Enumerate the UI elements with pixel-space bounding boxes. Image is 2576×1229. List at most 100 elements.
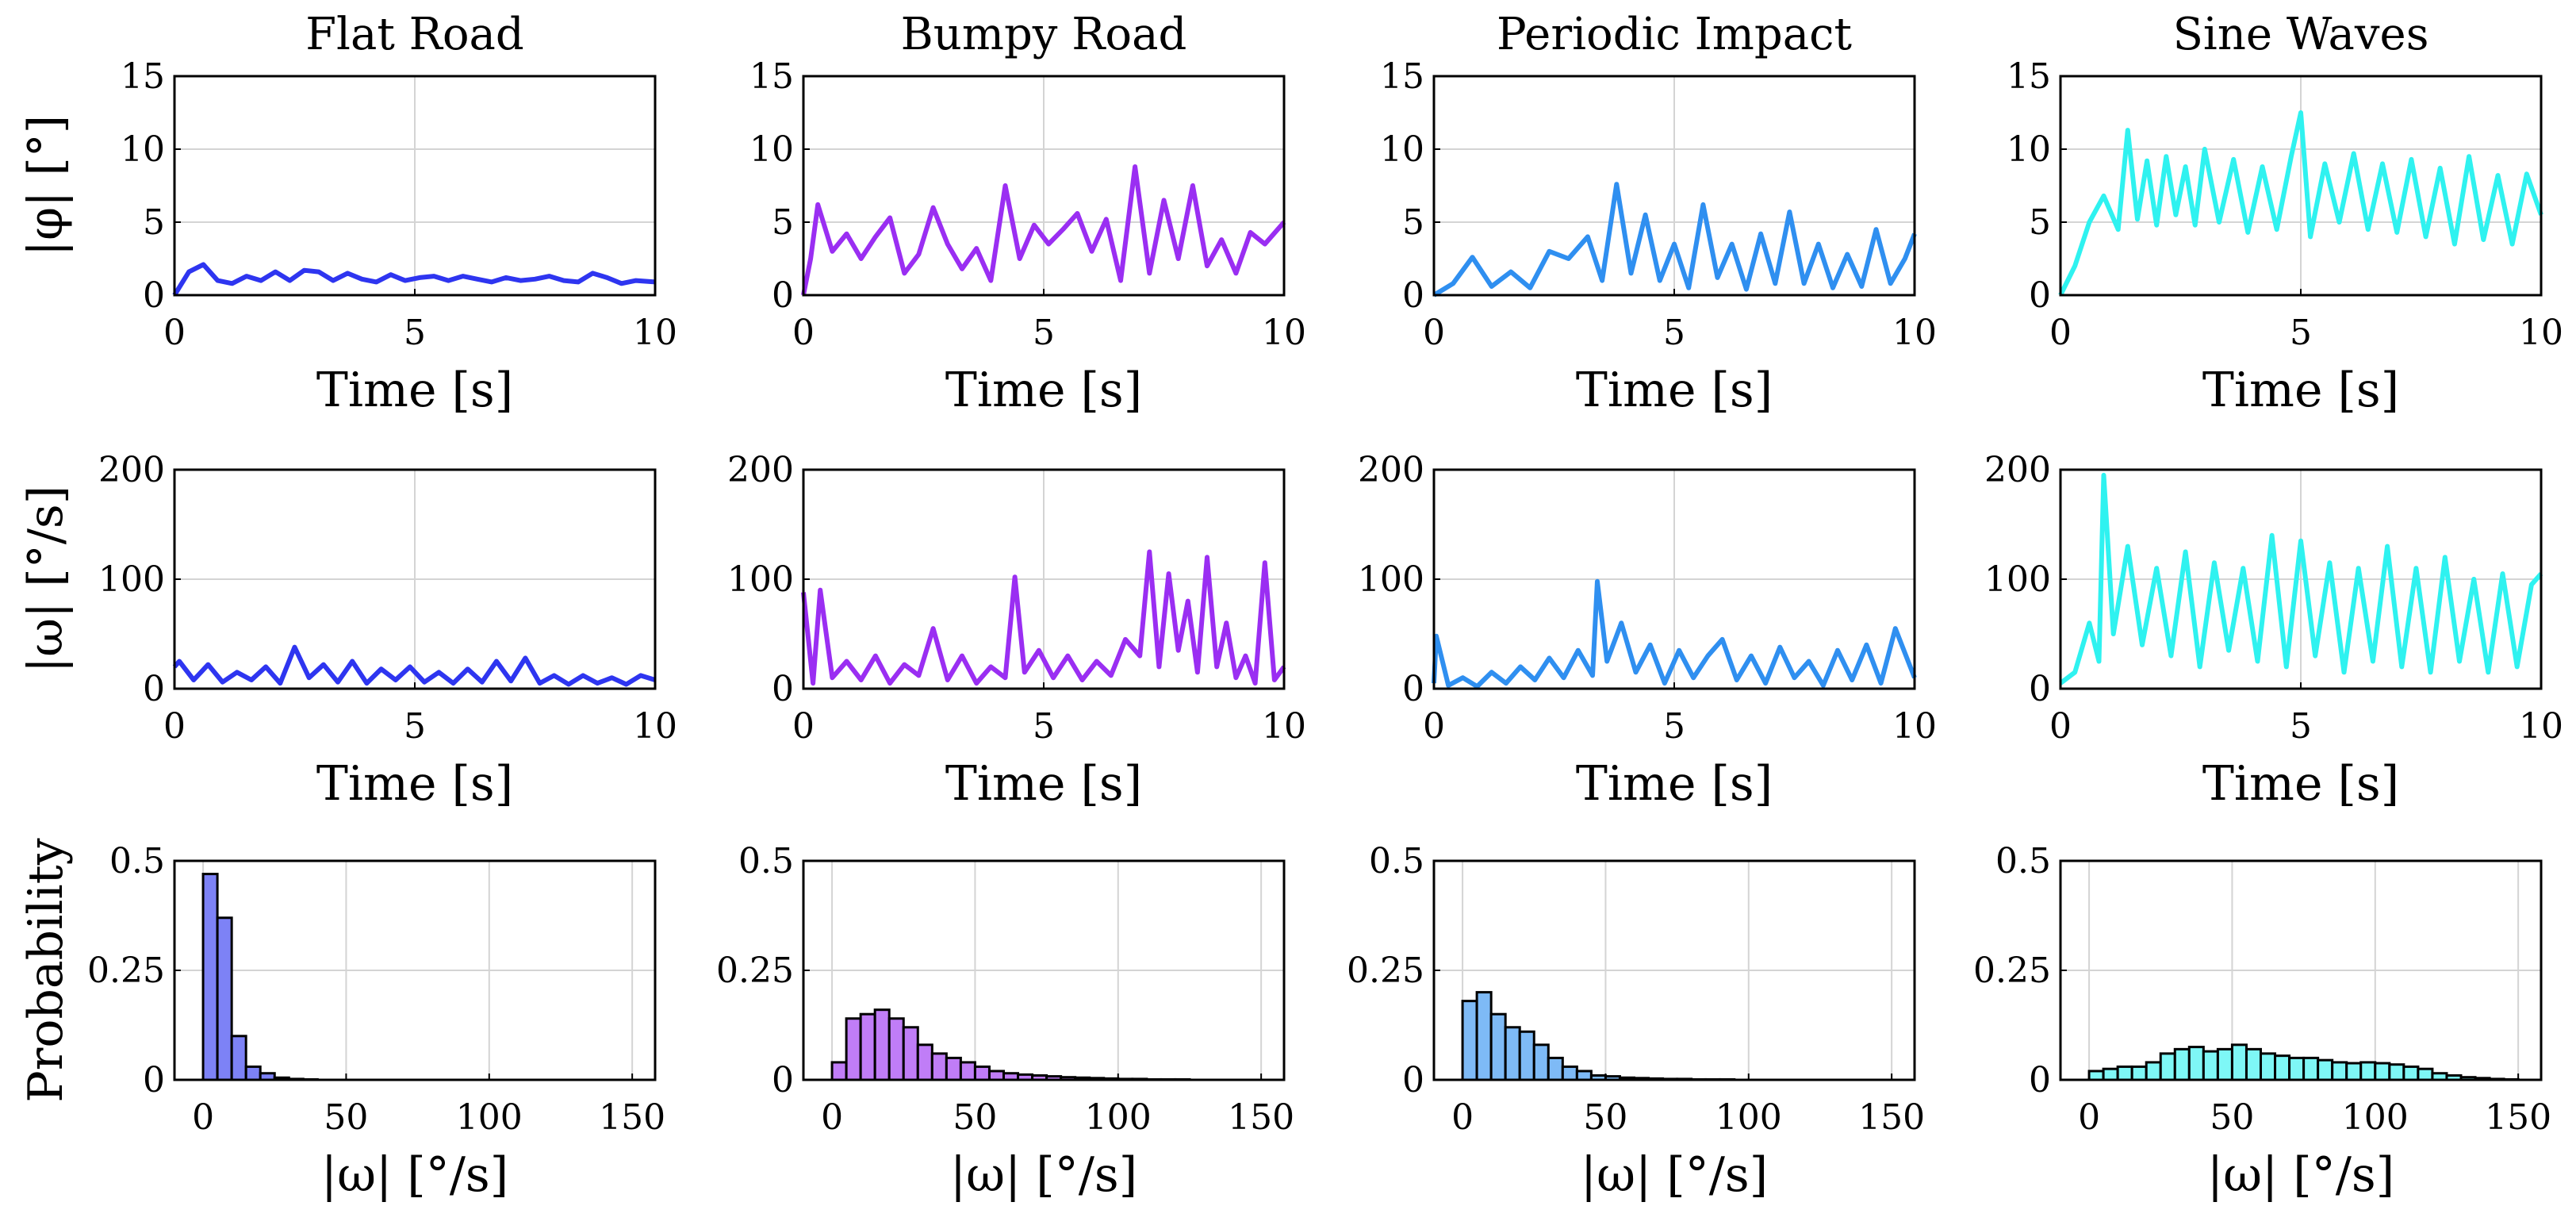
y-tick-label: 15 [749,56,794,97]
histogram-bar [2173,1047,2191,1081]
histogram-bar [1475,991,1493,1081]
x-tick-label: 150 [599,1097,665,1138]
histogram-bar [2417,1067,2434,1081]
x-tick-label: 10 [633,706,677,747]
x-tick-label: 0 [821,1097,843,1138]
x-tick-label: 50 [953,1097,997,1138]
histogram-bar [2374,1062,2391,1081]
y-tick-label: 0 [1402,1060,1424,1100]
x-tick-label: 10 [1262,313,1306,353]
histogram-bar [959,1061,976,1081]
y-tick-label: 0 [772,275,794,316]
histogram-bar [201,873,219,1081]
histogram-bar [216,916,233,1081]
histogram-bar [2402,1065,2420,1081]
y-tick-label: 0.5 [109,841,165,881]
x-tick-label: 0 [1423,313,1445,353]
x-tick-label: 0 [2049,313,2072,353]
histogram-bar [2302,1056,2320,1081]
y-tick-label: 5 [143,202,165,243]
x-tick-label: 100 [1715,1097,1782,1138]
y-tick-label: 0 [772,1060,794,1100]
histogram-bar [2145,1061,2162,1081]
histogram-bar [973,1065,991,1081]
y-tick-label: 200 [1358,450,1424,490]
x-axis-label: |ω| [°/s] [950,1147,1137,1203]
histogram-bar [845,1017,862,1081]
histogram-bar [930,1052,948,1081]
x-axis-label: |ω| [°/s] [2207,1147,2394,1203]
histogram-bar [945,1056,962,1081]
panel: 0 5 10 0 5 10 15 Time [s] [121,56,677,418]
histogram-bar [1489,1012,1507,1081]
y-axis-label: Probability [18,838,74,1102]
histogram-bar [2331,1061,2348,1081]
histogram-bar [2230,1043,2248,1081]
histogram-bar [2288,1056,2306,1081]
x-tick-label: 10 [1262,706,1306,747]
y-tick-label: 0.5 [1369,841,1424,881]
y-tick-label: 5 [772,202,794,243]
histogram-bar [2244,1047,2263,1081]
x-tick-label: 0 [163,706,186,747]
x-tick-label: 0 [163,313,186,353]
series-line [2058,110,2543,297]
y-tick-label: 0.25 [716,951,794,991]
x-tick-label: 5 [2290,313,2312,353]
y-tick-label: 15 [1380,56,1424,97]
panel: 0 50 100 150 0 0.25 0.5 |ω| [°/s] [716,841,1294,1203]
y-tick-label: 15 [2007,56,2051,97]
series-line [1432,182,1917,298]
histogram-bar [2187,1046,2205,1081]
y-tick-label: 0.25 [87,951,165,991]
histogram-bar [873,1008,891,1081]
x-tick-label: 10 [633,313,677,353]
histogram-bar [1561,1065,1578,1081]
histogram-bar [2274,1054,2291,1081]
histogram-bar [2260,1052,2277,1081]
x-tick-label: 50 [324,1097,368,1138]
histogram-bar [2202,1050,2219,1081]
y-tick-label: 200 [727,450,794,490]
series-line [172,644,656,687]
y-tick-label: 5 [2029,202,2051,243]
y-tick-label: 10 [121,129,165,170]
histogram-bar [2216,1047,2233,1081]
y-axis-label: |ω| [°/s] [18,486,74,673]
histogram-bar [2130,1065,2148,1081]
y-tick-label: 100 [98,559,165,600]
x-tick-label: 150 [2485,1097,2551,1138]
x-axis-label: |ω| [°/s] [1581,1147,1768,1203]
panel: 0 50 100 150 0 0.25 0.5 |ω| [°/s] [1973,841,2551,1203]
x-tick-label: 5 [1033,313,1055,353]
y-tick-label: 0 [143,1060,165,1100]
y-tick-label: 15 [121,56,165,97]
y-tick-label: 10 [1380,129,1424,170]
series-line [172,262,656,297]
x-tick-label: 5 [404,706,426,747]
row-labels: |φ| [°] |ω| [°/s] Probability [18,115,74,1103]
x-tick-label: 0 [2078,1097,2100,1138]
x-tick-label: 100 [1085,1097,1152,1138]
x-tick-label: 100 [2342,1097,2409,1138]
histogram-bar [859,1012,876,1081]
histogram-bar [2087,1070,2105,1081]
y-tick-label: 0 [143,669,165,709]
y-tick-label: 0.25 [1347,951,1424,991]
histogram-bar [244,1065,262,1081]
series-line [1432,578,1917,689]
x-tick-label: 150 [1858,1097,1925,1138]
y-tick-label: 100 [1358,559,1424,600]
histogram-bar [916,1043,933,1081]
x-tick-label: 0 [1451,1097,1474,1138]
y-tick-label: 10 [749,129,794,170]
x-tick-label: 50 [2210,1097,2254,1138]
panel: 0 5 10 0 5 10 15 Time [s] [2007,56,2563,418]
histogram-bar [830,1061,848,1081]
column-title: Bumpy Road [901,9,1187,60]
x-tick-label: 10 [1892,313,1937,353]
column-titles: Flat Road Bumpy Road Periodic Impact Sine W… [305,9,2428,60]
